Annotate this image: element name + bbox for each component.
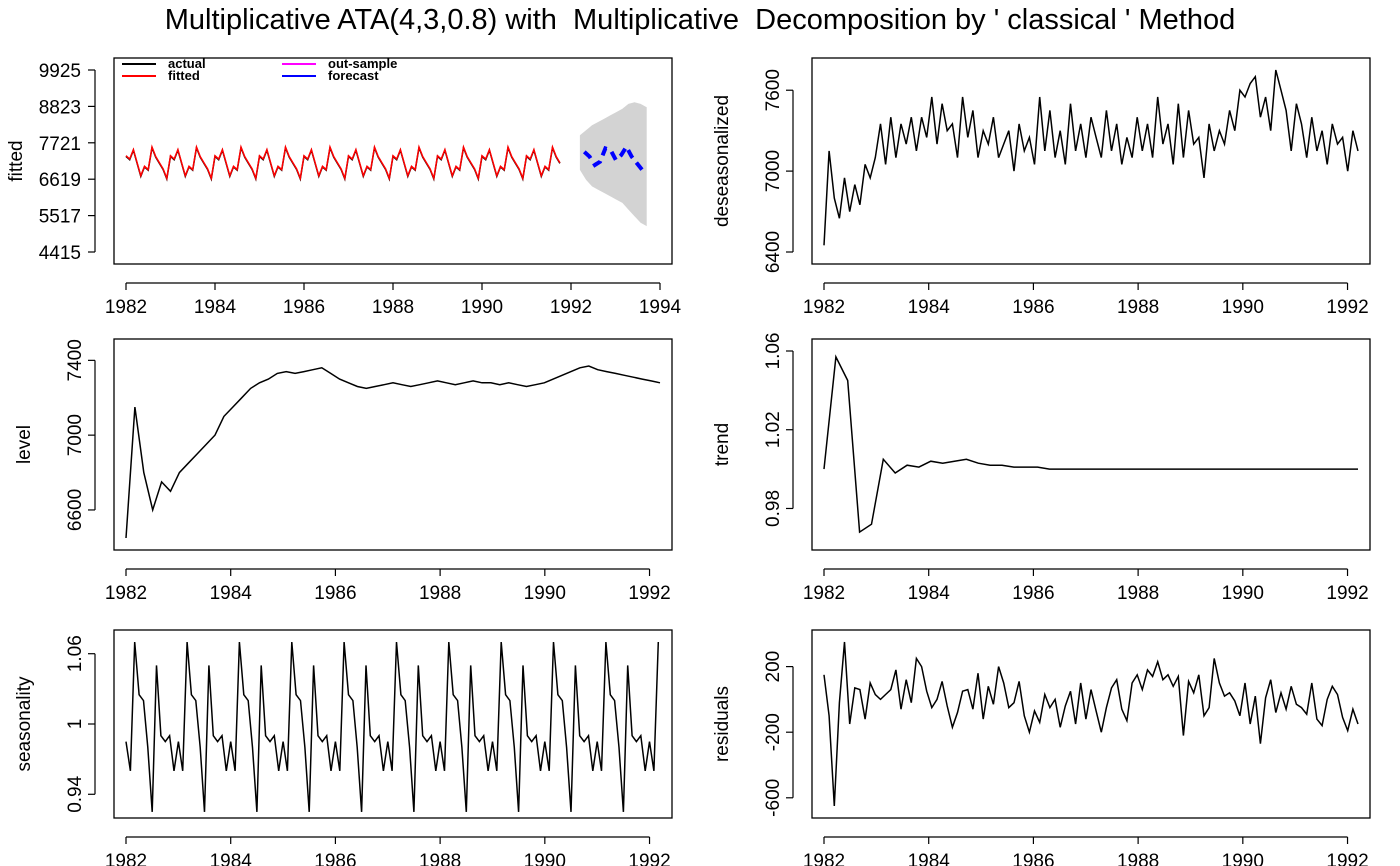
y-axis-label-trend: trend	[712, 423, 733, 466]
legend-label-actual: actual	[168, 56, 206, 71]
series-line-level	[125, 365, 661, 539]
y-tick-label-residuals: -600	[763, 779, 784, 817]
x-tick-label-level: 1982	[105, 583, 147, 604]
series-line-fitted	[125, 144, 561, 182]
x-tick-label-trend: 1988	[1117, 583, 1159, 604]
x-tick-label-deseasonalized: 1990	[1222, 297, 1264, 318]
x-tick-label-trend: 1986	[1012, 583, 1054, 604]
x-tick-label-level: 1984	[210, 583, 253, 604]
y-axis-label-seasonality: seasonality	[14, 676, 35, 772]
y-axis-label-level: level	[14, 425, 35, 464]
legend-label-fitted: fitted	[168, 68, 200, 83]
x-tick-label-level: 1990	[524, 583, 566, 604]
x-tick-label-seasonality: 1990	[524, 851, 566, 866]
y-axis-label-deseasonalized: deseasonalized	[712, 95, 733, 227]
plot-frame-trend	[811, 338, 1371, 551]
y-tick-label-fitted: 7721	[39, 134, 81, 155]
y-tick-label-seasonality: 0.94	[65, 775, 86, 812]
series-line-trend	[823, 354, 1358, 534]
y-tick-label-level: 7400	[65, 339, 86, 381]
legend-label-forecast: forecast	[328, 68, 379, 83]
y-tick-label-seasonality: 1.06	[65, 635, 86, 672]
legend-label-out-sample: out-sample	[328, 56, 397, 71]
x-tick-label-residuals: 1988	[1117, 851, 1159, 866]
x-tick-label-residuals: 1990	[1222, 851, 1264, 866]
y-tick-label-fitted: 8823	[39, 97, 81, 118]
y-tick-label-residuals: -200	[763, 713, 784, 751]
y-tick-label-fitted: 4415	[39, 243, 81, 264]
x-tick-label-fitted: 1994	[639, 297, 682, 318]
y-tick-label-deseasonalized: 7600	[763, 69, 784, 111]
forecast-interval-band	[579, 102, 647, 227]
x-tick-label-trend: 1982	[803, 583, 845, 604]
x-tick-label-fitted: 1992	[550, 297, 592, 318]
y-tick-label-trend: 1.02	[763, 411, 784, 448]
y-axis-label-residuals: residuals	[712, 686, 733, 762]
y-tick-label-deseasonalized: 7000	[763, 150, 784, 192]
x-tick-label-seasonality: 1988	[419, 851, 461, 866]
y-tick-label-deseasonalized: 6400	[763, 231, 784, 273]
x-tick-label-seasonality: 1982	[105, 851, 147, 866]
plot-frame-seasonality	[113, 629, 673, 819]
plot-frame-fitted	[113, 57, 673, 265]
y-tick-label-trend: 1.06	[763, 333, 784, 370]
x-tick-label-residuals: 1986	[1012, 851, 1054, 866]
y-tick-label-fitted: 5517	[39, 207, 81, 228]
x-tick-label-level: 1992	[628, 583, 670, 604]
y-tick-label-level: 6600	[65, 489, 86, 531]
x-tick-label-deseasonalized: 1992	[1326, 297, 1368, 318]
x-tick-label-fitted: 1990	[461, 297, 503, 318]
x-tick-label-fitted: 1982	[105, 297, 147, 318]
x-tick-label-residuals: 1982	[803, 851, 845, 866]
x-tick-label-deseasonalized: 1988	[1117, 297, 1159, 318]
series-line-seasonality	[125, 641, 660, 812]
plot-frame-level	[113, 338, 673, 551]
series-line-residuals	[823, 641, 1359, 807]
x-tick-label-seasonality: 1984	[210, 851, 253, 866]
y-tick-label-fitted: 6619	[39, 170, 81, 191]
plot-frame-deseasonalized	[811, 57, 1371, 265]
x-tick-label-deseasonalized: 1986	[1012, 297, 1054, 318]
y-tick-label-seasonality: 1	[65, 719, 86, 730]
x-tick-label-level: 1988	[419, 583, 461, 604]
y-tick-label-level: 7000	[65, 414, 86, 456]
x-tick-label-fitted: 1984	[194, 297, 237, 318]
x-tick-label-trend: 1992	[1326, 583, 1368, 604]
y-axis-label-fitted: fitted	[6, 140, 27, 181]
y-tick-label-trend: 0.98	[763, 490, 784, 527]
x-tick-label-deseasonalized: 1984	[908, 297, 951, 318]
chart-title: Multiplicative ATA(4,3,0.8) with Multipl…	[164, 4, 1236, 36]
plot-frame-residuals	[811, 629, 1371, 819]
y-tick-label-fitted: 9925	[39, 61, 81, 82]
y-tick-label-residuals: 200	[763, 651, 784, 683]
series-line-deseasonalized	[823, 69, 1359, 246]
x-tick-label-deseasonalized: 1982	[803, 297, 845, 318]
x-tick-label-residuals: 1992	[1326, 851, 1368, 866]
x-tick-label-fitted: 1986	[283, 297, 325, 318]
x-tick-label-trend: 1984	[908, 583, 951, 604]
series-line-forecast	[582, 142, 644, 172]
x-tick-label-residuals: 1984	[908, 851, 951, 866]
x-tick-label-trend: 1990	[1222, 583, 1264, 604]
x-tick-label-fitted: 1988	[372, 297, 414, 318]
x-tick-label-seasonality: 1992	[628, 851, 670, 866]
x-tick-label-seasonality: 1986	[314, 851, 356, 866]
x-tick-label-level: 1986	[314, 583, 356, 604]
